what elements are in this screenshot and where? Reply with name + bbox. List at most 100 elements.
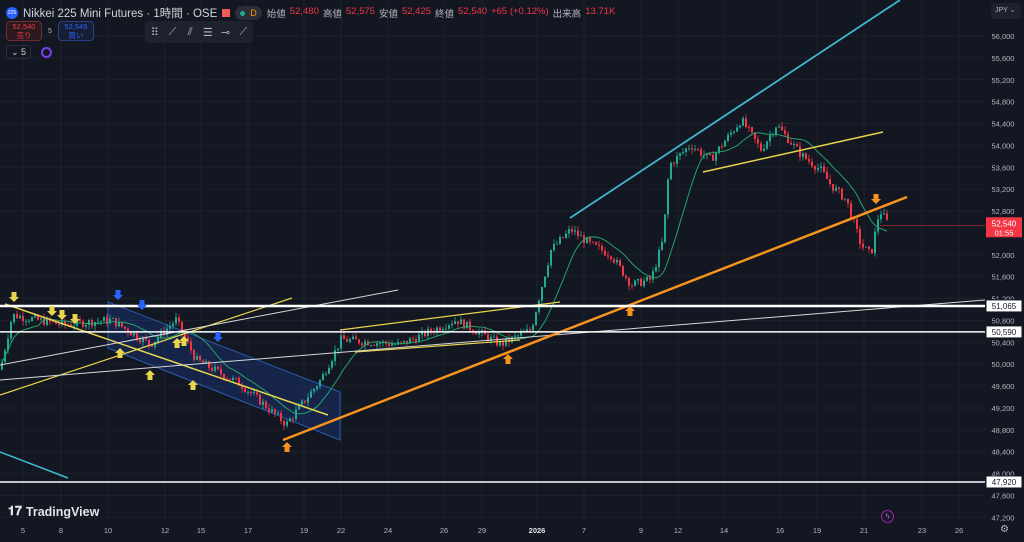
- date-tick-label: 21: [860, 526, 868, 535]
- sell-label: 売り: [16, 30, 32, 40]
- candle: [544, 276, 546, 288]
- candle: [829, 179, 831, 185]
- ohlc-readout: 始値 52,480 高値 52,575 安値 52,425 終値 52,540 +65 …: [267, 6, 616, 20]
- last-price-label: 52,540: [992, 219, 1017, 228]
- symbol-title[interactable]: Nikkei 225 Mini Futures · 1時間 · OSE: [23, 8, 218, 20]
- candle: [445, 328, 447, 330]
- arrow-down-icon[interactable]: [57, 310, 67, 320]
- arrow-up-icon[interactable]: [145, 370, 155, 380]
- trend-line-yellow[interactable]: [702, 131, 884, 173]
- candle: [58, 324, 60, 325]
- arrow-up-icon[interactable]: [503, 354, 513, 364]
- arrow-down-icon[interactable]: [70, 314, 80, 324]
- trend-line-yellow[interactable]: [4, 303, 329, 416]
- candle: [826, 171, 828, 180]
- arrow-markers[interactable]: [9, 194, 881, 452]
- time-axis[interactable]: 5 8 10 12 15 17 19 22 24 26 29 2026 7 9 12 14 16 19 21 23 26: [21, 526, 963, 535]
- horizontal-ray-icon[interactable]: ⊸: [220, 26, 231, 39]
- candle: [343, 335, 345, 340]
- gear-icon[interactable]: ⚙: [1000, 524, 1009, 535]
- trend-line-white[interactable]: [0, 299, 986, 381]
- fib-retracement-icon[interactable]: ☰: [202, 26, 213, 39]
- candle: [859, 228, 861, 244]
- trend-line-white[interactable]: [0, 289, 399, 366]
- flag-icon[interactable]: [222, 9, 231, 17]
- candle: [43, 318, 45, 325]
- candle: [46, 318, 48, 325]
- candle: [475, 332, 477, 335]
- date-tick-label: 23: [918, 526, 926, 535]
- indicator-ring-icon[interactable]: [41, 46, 53, 58]
- arrow-down-icon[interactable]: [137, 300, 147, 310]
- date-tick-label: 22: [337, 526, 345, 535]
- trend-line-yellow[interactable]: [354, 339, 521, 353]
- drag-handle-icon[interactable]: ⠿: [150, 26, 159, 39]
- price-level-tag[interactable]: [985, 325, 1023, 339]
- candle: [412, 338, 414, 340]
- price-level-tag[interactable]: [985, 299, 1023, 313]
- candle: [664, 214, 666, 243]
- arrow-down-icon[interactable]: [9, 292, 19, 302]
- candle: [274, 409, 276, 414]
- arrow-down-icon[interactable]: [213, 332, 223, 342]
- last-price-tag[interactable]: [986, 217, 1022, 238]
- arrow-down-icon[interactable]: [47, 306, 57, 316]
- arrow-up-icon[interactable]: [115, 348, 125, 358]
- close-value: 52,540: [458, 6, 488, 17]
- candle: [157, 337, 159, 342]
- trend-line-icon[interactable]: ⟋: [168, 25, 177, 38]
- lightning-icon[interactable]: ϟ: [881, 510, 894, 523]
- arrow-up-icon[interactable]: [625, 306, 635, 316]
- candle: [283, 421, 285, 426]
- currency-selector[interactable]: JPY ⌄: [991, 3, 1021, 19]
- trend-line-yellow[interactable]: [0, 297, 293, 396]
- candle: [457, 321, 459, 325]
- candle: [700, 149, 702, 156]
- candle: [259, 394, 261, 405]
- spread: 5: [48, 27, 52, 35]
- candle: [130, 332, 132, 336]
- ray-icon[interactable]: ⟋: [239, 25, 248, 38]
- candle: [10, 322, 12, 339]
- candle: [490, 336, 492, 341]
- trend-line-cyan[interactable]: [569, 0, 901, 219]
- price-level-tag[interactable]: [985, 475, 1023, 489]
- candle: [865, 246, 867, 248]
- parallel-channel-icon[interactable]: ⫽: [187, 25, 193, 38]
- arrow-up-icon[interactable]: [188, 380, 198, 390]
- candle: [520, 332, 522, 336]
- candle: [403, 340, 405, 343]
- candle: [136, 333, 138, 340]
- tradingview-logo[interactable]: 𝟏𝟕 TradingView: [8, 504, 99, 519]
- trend-line-orange[interactable]: [282, 195, 908, 442]
- trend-line-drawings[interactable]: [0, 0, 986, 483]
- market-status[interactable]: D: [235, 6, 262, 20]
- date-tick-label: 14: [720, 526, 728, 535]
- candle: [655, 267, 657, 272]
- buy-button[interactable]: 52,545 買い: [57, 21, 94, 41]
- indicators-toggle-button[interactable]: ⌄ 5: [6, 45, 32, 59]
- candle: [316, 386, 318, 389]
- arrow-down-icon[interactable]: [113, 290, 123, 300]
- arrow-down-icon[interactable]: [871, 194, 881, 204]
- candle: [325, 373, 327, 375]
- candle: [868, 246, 870, 249]
- sell-button[interactable]: 52,540 売り: [6, 21, 42, 41]
- candle: [838, 187, 840, 189]
- candle: [625, 275, 627, 278]
- candle: [421, 330, 423, 335]
- trend-line-cyan[interactable]: [0, 451, 69, 479]
- candle: [190, 341, 192, 351]
- arrow-up-icon[interactable]: [179, 336, 189, 346]
- candle: [778, 126, 780, 128]
- currency-label: JPY: [995, 7, 1008, 14]
- price-axis[interactable]: 56,000 55,600 55,200 54,800 54,400 54,000 53,6…: [985, 32, 1023, 522]
- candle: [34, 315, 36, 318]
- arrow-up-icon[interactable]: [282, 442, 292, 452]
- candle: [631, 285, 633, 287]
- candle: [727, 134, 729, 142]
- candle: [673, 162, 675, 164]
- date-tick-label: 12: [161, 526, 169, 535]
- candle: [841, 188, 843, 200]
